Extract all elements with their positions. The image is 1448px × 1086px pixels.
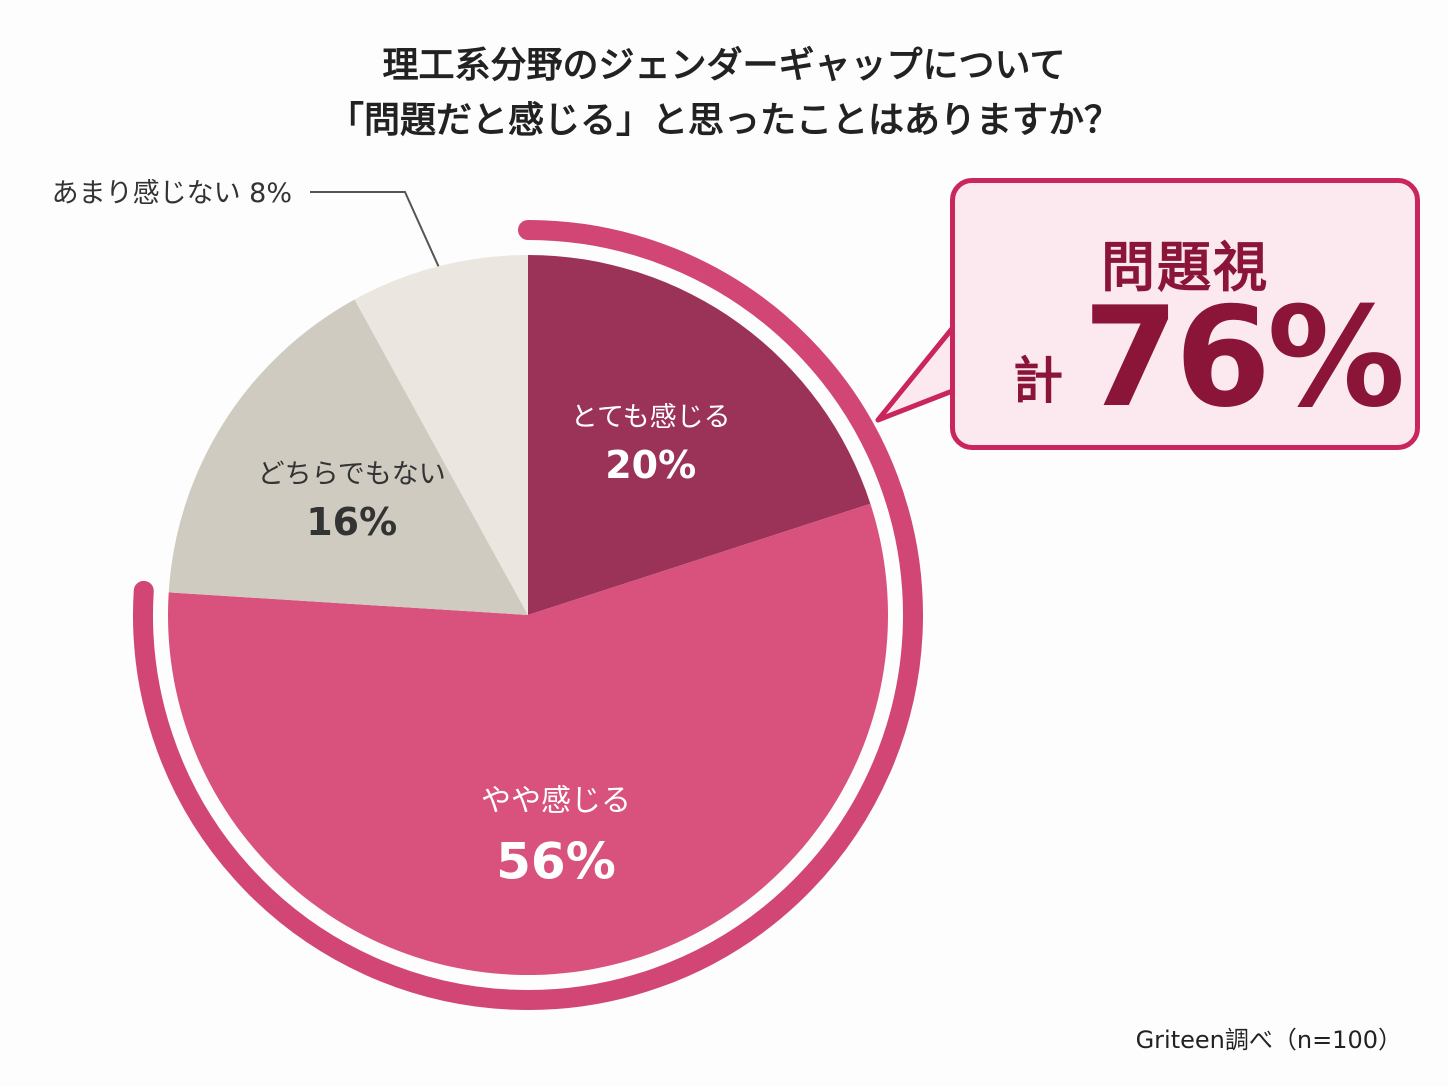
total-callout: 問題視 計 76%	[950, 178, 1420, 450]
pie-slice	[168, 299, 528, 615]
slice-outside-label: あまり感じない 8%	[52, 178, 292, 209]
pie-slice	[168, 503, 888, 975]
callout-pointer	[875, 322, 958, 423]
slice-value-label: 56%	[496, 832, 616, 890]
slice-value-label: 20%	[605, 443, 696, 487]
slice-label: どちらでもない	[258, 459, 446, 490]
slice-label: とても感じる	[571, 402, 731, 433]
chart-title-line2: 「問題だと感じる」と思ったことはありますか？	[327, 100, 1120, 141]
source-note: Griteen調べ（n=100）	[1135, 1026, 1402, 1054]
pie-slice	[354, 255, 528, 615]
callout-prefix: 計	[1013, 352, 1063, 410]
chart-title: 理工系分野のジェンダーギャップについて 「問題だと感じる」と思ったことはあります…	[0, 38, 1448, 148]
pie-slice	[528, 255, 871, 615]
callout-label: 問題視	[1101, 236, 1269, 299]
leader-line	[310, 191, 440, 267]
slice-value-label: 16%	[306, 500, 397, 544]
chart-title-line1: 理工系分野のジェンダーギャップについて	[382, 45, 1066, 86]
highlight-arc	[133, 220, 923, 1010]
callout-value: 76%	[1083, 277, 1405, 438]
slice-label: やや感じる	[481, 783, 631, 818]
